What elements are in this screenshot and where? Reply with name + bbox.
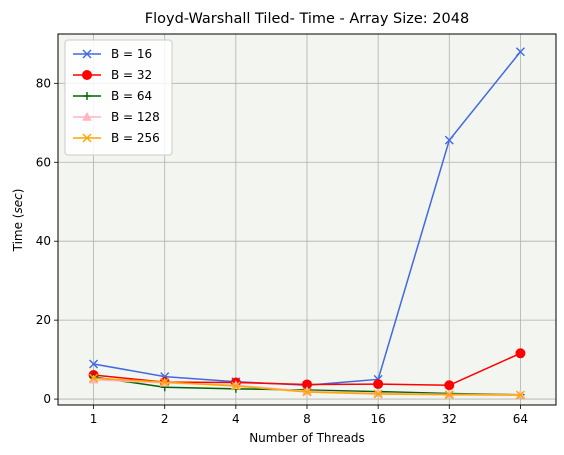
x-tick-label: 4 xyxy=(232,412,240,426)
x-axis: 1 2 4 8 16 32 64 xyxy=(90,405,528,426)
x-tick-label: 32 xyxy=(442,412,457,426)
legend-marker-stroke xyxy=(82,133,92,143)
series-layer xyxy=(88,47,526,400)
y-axis-label-prefix: Time ( xyxy=(11,214,25,253)
data-point xyxy=(89,373,99,383)
grid xyxy=(58,34,556,405)
x-axis-label: Number of Threads xyxy=(249,431,365,445)
y-tick-label: 40 xyxy=(36,234,51,248)
legend-label: B = 32 xyxy=(111,68,152,82)
x-tick-label: 1 xyxy=(90,412,98,426)
y-axis-label-suffix: ) xyxy=(11,189,25,194)
legend-entry: B = 128 xyxy=(73,110,160,124)
data-point-stroke xyxy=(89,359,99,369)
data-point xyxy=(160,377,170,387)
data-point xyxy=(444,135,454,145)
y-axis-label: Time (sec) xyxy=(11,189,25,253)
legend-entry: B = 16 xyxy=(73,47,152,61)
data-point xyxy=(444,380,455,391)
data-point xyxy=(373,379,384,390)
data-point-stroke xyxy=(444,390,454,400)
data-point-stroke xyxy=(373,389,383,399)
legend-marker xyxy=(82,111,92,121)
data-point xyxy=(515,348,526,359)
data-point xyxy=(515,390,525,400)
legend-marker xyxy=(82,70,92,80)
legend-marker xyxy=(83,92,91,100)
data-point-stroke xyxy=(89,373,99,383)
data-point-stroke xyxy=(231,381,241,391)
data-point xyxy=(302,387,312,397)
legend-entry: B = 32 xyxy=(73,68,152,82)
y-tick-label: 60 xyxy=(36,155,51,169)
legend-label: B = 64 xyxy=(111,89,152,103)
data-point-stroke xyxy=(515,47,525,57)
data-point xyxy=(444,390,454,400)
y-axis: 0 20 40 60 80 xyxy=(36,76,58,406)
x-tick-label: 16 xyxy=(371,412,386,426)
legend-marker-stroke xyxy=(82,49,92,59)
legend-box xyxy=(64,39,173,156)
legend-entry: B = 256 xyxy=(73,131,160,145)
legend: B = 16 B = 32 B = 64 B = 128 B = 256 xyxy=(64,39,173,156)
data-point xyxy=(373,389,383,399)
data-point-stroke xyxy=(302,387,312,397)
legend-label: B = 256 xyxy=(111,131,160,145)
x-tick-label: 64 xyxy=(513,412,528,426)
y-tick-label: 80 xyxy=(36,76,51,90)
x-tick-label: 2 xyxy=(161,412,169,426)
y-axis-label-unit: sec xyxy=(11,193,25,214)
legend-label: B = 128 xyxy=(111,110,160,124)
legend-marker xyxy=(82,133,92,143)
x-tick-label: 8 xyxy=(303,412,311,426)
data-point xyxy=(231,381,241,391)
data-point-stroke xyxy=(444,135,454,145)
y-tick-label: 20 xyxy=(36,313,51,327)
legend-entry: B = 64 xyxy=(73,89,152,103)
y-tick-label: 0 xyxy=(43,392,51,406)
data-point xyxy=(89,359,99,369)
series-5 xyxy=(89,373,525,400)
data-point-stroke xyxy=(515,390,525,400)
chart-title: Floyd-Warshall Tiled- Time - Array Size:… xyxy=(145,11,469,27)
data-point xyxy=(515,47,525,57)
data-point-stroke xyxy=(160,377,170,387)
legend-label: B = 16 xyxy=(111,47,152,61)
legend-marker xyxy=(82,49,92,59)
